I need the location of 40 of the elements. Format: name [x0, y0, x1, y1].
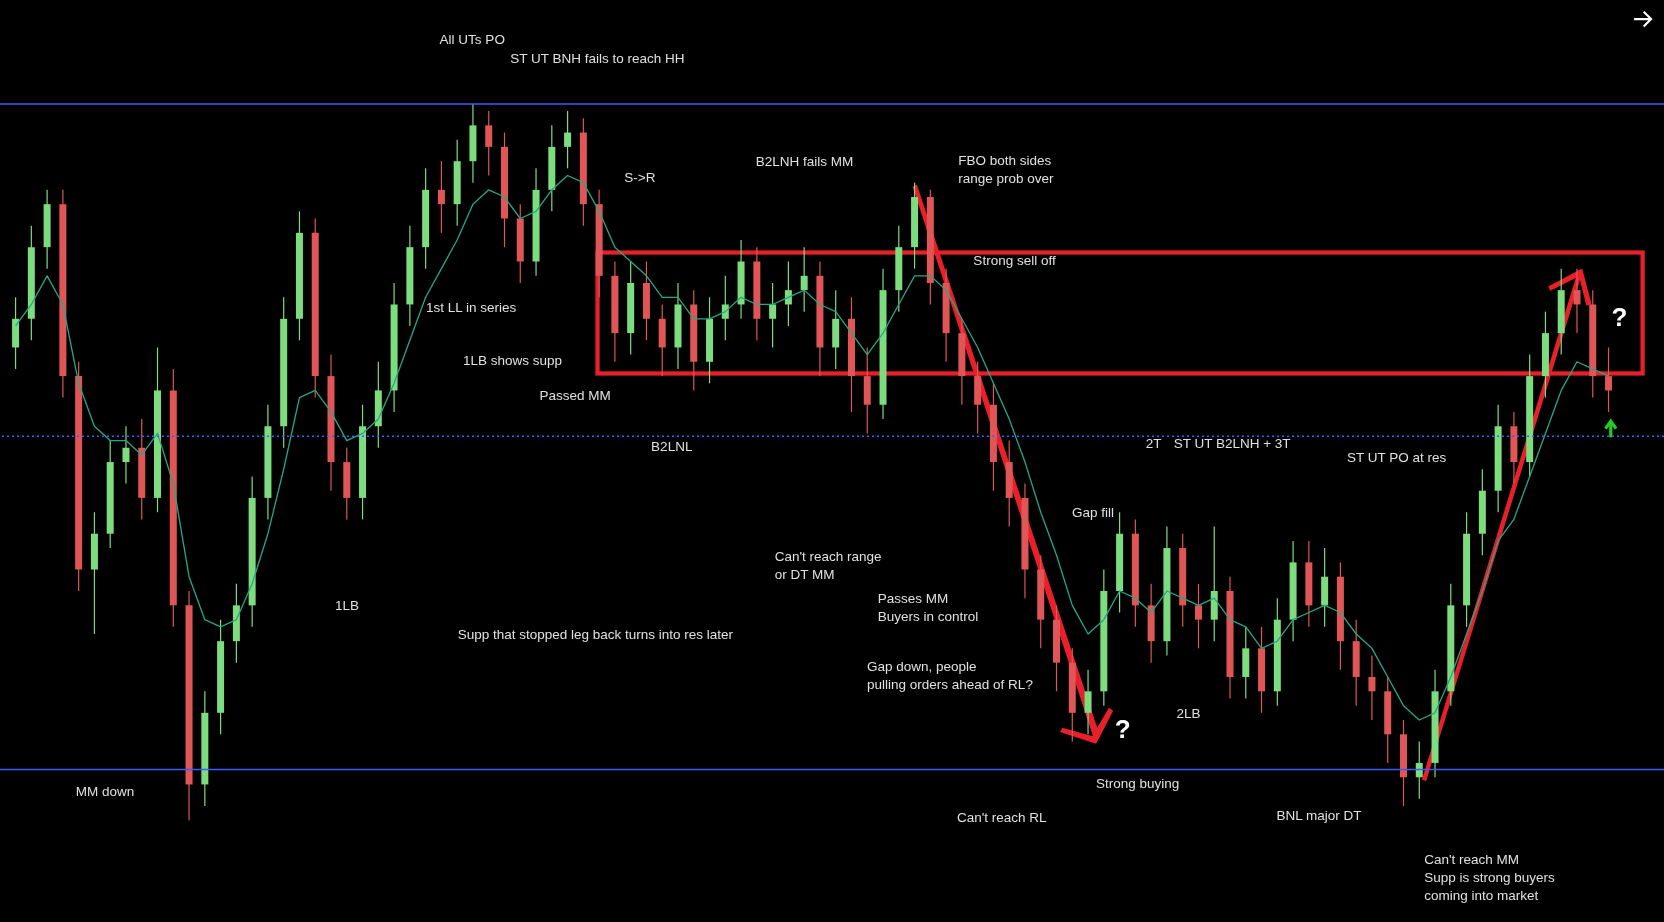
annotation: Gap fill [1072, 504, 1115, 520]
annotation: S->R [624, 170, 656, 186]
candlestick [564, 110, 572, 169]
candlestick [1415, 740, 1423, 800]
candlestick [437, 160, 445, 234]
annotation: Gap down, people pulling orders ahead of RL? [867, 659, 1033, 693]
text: Can't reach MM Supp is strong buyers coming into market [1424, 852, 1555, 904]
candlestick [1573, 268, 1581, 334]
candlestick [122, 425, 130, 485]
annotation: MM down [75, 783, 135, 799]
annotation: Can't reach range or DT MM [774, 548, 882, 582]
text: All UTs PO [439, 32, 505, 48]
annotation: FBO both sides range prob over [958, 152, 1055, 186]
annotation: Supp that stopped leg back turns into res later [457, 626, 734, 642]
annotation: Strong buying [1095, 776, 1180, 792]
annotation: ST UT B2LNH + 3T [1173, 435, 1291, 451]
candlestick [485, 110, 493, 177]
candlestick [1368, 654, 1376, 721]
annotation: BNL major DT [1276, 808, 1362, 824]
annotation: 1st LL in series [426, 299, 517, 315]
candlestick [769, 282, 777, 349]
candlestick [1194, 583, 1202, 649]
annotation: 1LB shows supp [463, 352, 563, 368]
candlestick [800, 246, 808, 313]
annotation: ST UT PO at res [1346, 450, 1447, 466]
annotation: B2LNH fails MM [755, 154, 854, 170]
annotation: Passed MM [539, 387, 611, 403]
annotation: Strong sell off [973, 253, 1056, 269]
candlestick [721, 275, 729, 341]
annotation: ? [1114, 714, 1131, 745]
text: ST UT BNH fails to reach HH [510, 51, 685, 67]
annotation: B2LNL [651, 438, 693, 454]
annotation: 1LB [335, 597, 360, 613]
annotation: 2T [1145, 435, 1162, 451]
annotation: Passes MM Buyers in control [877, 591, 979, 625]
candlestick [1605, 346, 1613, 413]
candlestick [1084, 669, 1092, 735]
annotation: 2LB [1176, 706, 1201, 722]
annotation: Can't reach RL [956, 810, 1048, 826]
annotation: ? [1611, 302, 1628, 333]
